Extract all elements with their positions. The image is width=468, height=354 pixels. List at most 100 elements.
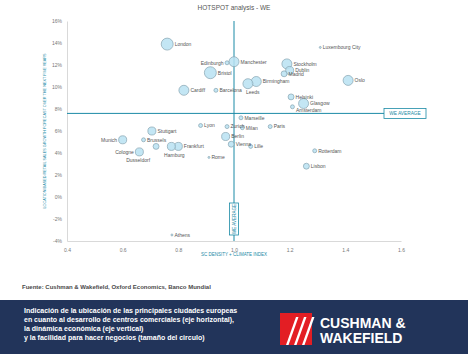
bubble xyxy=(135,148,143,156)
bubble xyxy=(243,79,253,89)
point-label: Barcelona xyxy=(219,87,242,93)
bubble xyxy=(167,142,175,150)
caption-band xyxy=(0,300,468,354)
point-label: Cologne xyxy=(115,149,134,155)
point-label: Edinburgh xyxy=(201,60,224,66)
y-tick: -4% xyxy=(53,238,67,244)
chart-root: HOTSPOT analysis - WE0.40.60.81.01.21.41… xyxy=(0,0,468,354)
bubble xyxy=(239,116,243,120)
y-tick-label: 2% xyxy=(55,172,63,178)
x-tick-label: 0.8 xyxy=(175,247,182,253)
y-tick: 2% xyxy=(55,172,67,178)
point-label: Madrid xyxy=(289,71,305,77)
caption-line: la dinámica económica (eje vertical) xyxy=(24,325,143,333)
x-tick: 0.4 xyxy=(64,241,71,253)
x-tick: 1.6 xyxy=(398,241,405,253)
caption-line: y la facilidad para hacer negocios (tama… xyxy=(24,334,205,342)
reference-label-text: WE AVERAGE xyxy=(389,111,421,116)
point-label: Manchester xyxy=(240,59,266,65)
bubble xyxy=(204,67,216,79)
bubble xyxy=(319,46,321,48)
chart-svg: HOTSPOT analysis - WE0.40.60.81.01.21.41… xyxy=(0,0,468,354)
point-label: Berlin xyxy=(231,133,244,139)
x-axis-line xyxy=(68,241,402,242)
y-tick: -2% xyxy=(53,216,67,222)
point-label: Birmingham xyxy=(263,78,290,84)
point-label: Bristol xyxy=(218,70,232,76)
logo-text: CUSHMAN & xyxy=(320,315,406,331)
point-label: Luxembourg City xyxy=(323,44,361,50)
bubble xyxy=(225,125,229,129)
point-label: Stuttgart xyxy=(157,128,177,134)
point-label: Lille xyxy=(254,143,263,149)
x-axis-title: SC DENSITY + CLIMATE INDEX xyxy=(201,252,267,257)
point-label: Oslo xyxy=(355,77,366,83)
bubble xyxy=(343,75,353,85)
y-tick-label: 12% xyxy=(52,62,63,68)
point-label: Milan xyxy=(246,125,258,131)
bubble xyxy=(281,71,287,77)
logo-icon xyxy=(280,313,315,345)
point-label: London xyxy=(175,41,192,47)
source: Fuente: Cushman & Wakefield, Oxford Econ… xyxy=(22,284,211,290)
bubble xyxy=(228,141,234,147)
point-label: Zurich xyxy=(231,123,245,129)
x-tick: 1.2 xyxy=(287,241,294,253)
point-label: Dusseldorf xyxy=(126,157,151,163)
point-label: Cardiff xyxy=(190,87,205,93)
point-labels: London Luxembourg City Manchester Edinburgh… xyxy=(101,41,365,238)
reference-label-box xyxy=(384,108,426,118)
point-label: Marseille xyxy=(244,115,264,121)
caption-line: en cuanto al desarrollo de centros comer… xyxy=(24,316,234,324)
y-tick-label: -4% xyxy=(53,238,62,244)
y-axis: -4%-2%0%2%4%6%8%10%12%14%16% xyxy=(52,18,68,244)
x-tick-label: 0.4 xyxy=(64,247,71,253)
logo-text: WAKEFIELD xyxy=(320,330,402,346)
plot-area xyxy=(67,21,401,241)
bubble xyxy=(222,132,230,140)
y-tick-label: 16% xyxy=(52,18,63,24)
y-tick-label: 14% xyxy=(52,40,63,46)
point-label: Athens xyxy=(174,232,190,238)
y-tick: 4% xyxy=(55,150,67,156)
y-tick-label: 4% xyxy=(55,150,63,156)
y-tick-label: 10% xyxy=(52,84,63,90)
x-tick-label: 1.6 xyxy=(398,247,405,253)
point-label: Munich xyxy=(101,137,117,143)
y-tick-label: 6% xyxy=(55,128,63,134)
bubble xyxy=(303,163,309,169)
bubble xyxy=(288,94,294,100)
point-label: Glasgow xyxy=(310,100,330,106)
bubble xyxy=(208,156,210,158)
bubble xyxy=(119,136,127,144)
y-tick: 6% xyxy=(55,128,67,134)
x-tick: 1.0 xyxy=(231,241,238,253)
logo-stripe xyxy=(302,317,315,345)
x-tick: 0.6 xyxy=(120,241,127,253)
bubbles xyxy=(119,38,353,236)
reference-label: WE AVERAGE xyxy=(230,203,239,235)
bubble xyxy=(199,124,203,128)
x-tick: 1.4 xyxy=(342,241,349,253)
y-tick-label: 8% xyxy=(55,106,63,112)
y-axis-line xyxy=(67,22,68,242)
bubble xyxy=(268,125,272,129)
bubble xyxy=(214,88,218,92)
y-tick: 12% xyxy=(52,62,67,68)
bubble xyxy=(171,234,173,236)
bubble xyxy=(142,138,146,142)
point-label: Stockholm xyxy=(293,61,316,67)
bubble xyxy=(225,61,229,65)
y-tick: 14% xyxy=(52,40,67,46)
bubble xyxy=(313,149,317,153)
reference-line xyxy=(67,113,401,114)
bubble xyxy=(153,143,159,149)
bubble xyxy=(290,105,294,109)
y-tick: 16% xyxy=(52,18,67,24)
bubble xyxy=(179,85,189,95)
bubble xyxy=(161,38,173,50)
x-axis: 0.4 0.6 0.8 1.0 1.2 1.4 1.6 xyxy=(64,241,405,253)
caption-line: Indicación de la ubicación de las princi… xyxy=(24,307,237,315)
y-tick-label: -2% xyxy=(53,216,62,222)
y-tick: 10% xyxy=(52,84,67,90)
